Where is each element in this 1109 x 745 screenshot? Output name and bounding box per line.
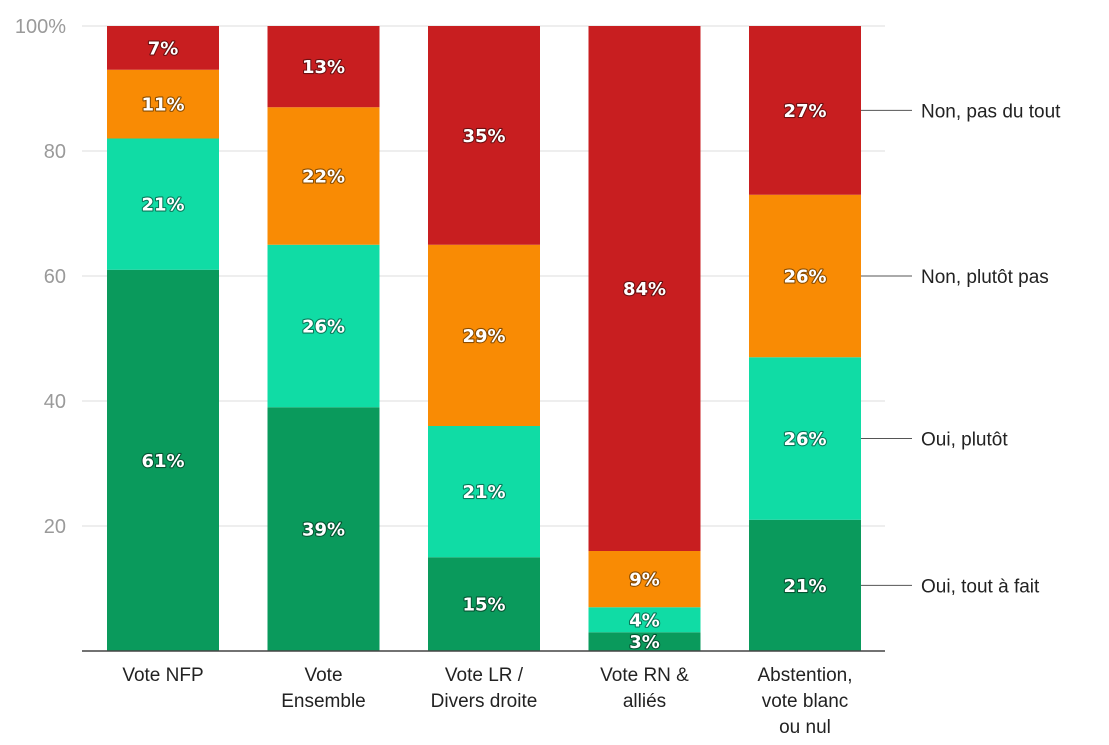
bar-segment [428,557,540,651]
bar-value-label: 26% [783,267,826,288]
bar-segment [428,426,540,558]
bar-value-label: 21% [462,482,505,503]
bar-segment [267,107,380,245]
x-category-label-line: Vote RN & [600,665,689,686]
bar-segment [749,26,861,195]
y-tick-label: 20 [44,516,66,538]
bar-value-label: 11% [141,95,184,116]
x-category-label-line: Abstention, [757,665,852,686]
bar-value-label: 84% [623,279,666,300]
bar-value-label: 61% [141,451,184,472]
bar-value-label: 4% [629,610,660,631]
bars: 61% 21% 11% 7% 39% 26% 22% 13% 15% 21% 29% 35% 3%4% 9… [107,26,861,654]
x-axis-categories: Vote NFP Vote Ensemble Vote LR / Divers droi… [122,665,852,738]
x-category-label-line: vote blanc [762,691,849,712]
legend-label: Oui, plutôt [921,430,1008,451]
y-tick-label: 60 [44,266,66,288]
bar-segment [428,244,540,426]
y-tick-label: 80 [44,141,66,163]
bar-value-label: 21% [783,576,826,597]
x-category-label-line: alliés [623,691,666,712]
bar-value-label: 35% [462,126,505,147]
bar-value-label: 9% [629,570,660,591]
x-category-label-line: Vote LR / [445,665,524,686]
bar-segment [267,26,380,108]
x-category-label-line: Divers droite [431,691,538,712]
bar-segment [749,519,861,651]
bar-segment [588,632,701,651]
bar-value-label: 3% [629,632,660,653]
x-category-label-line: Vote [304,665,342,686]
bar-segment [588,551,701,608]
bar-value-label: 15% [462,595,505,616]
x-category-label: Abstention, vote blanc ou nul [757,665,852,738]
bar-value-label: 26% [783,429,826,450]
y-tick-label: 40 [44,391,66,413]
legend-label: Oui, tout à fait [921,576,1040,597]
bar-value-label: 39% [302,520,345,541]
bar-segment [107,138,219,270]
bar-segment [107,26,219,70]
bar-value-label: 21% [141,195,184,216]
bar-segment [428,26,540,245]
y-tick-label: 100% [15,16,66,38]
bar-segment [588,26,701,551]
bar-segment [267,407,380,651]
bar-value-label: 13% [302,57,345,78]
bar-segment [107,269,219,651]
legend-label: Non, pas du tout [921,101,1061,122]
legend-label: Non, plutôt pas [921,267,1049,288]
bar-value-label: 29% [462,326,505,347]
bar-segment [749,357,861,520]
bar-value-label: 26% [302,317,345,338]
x-category-label: Vote LR / Divers droite [431,665,538,712]
x-category-label-line: ou nul [779,717,831,738]
y-axis-ticks: 20 40 60 80 100% [15,16,66,538]
bar-value-label: 22% [302,167,345,188]
x-category-label-line: Ensemble [281,691,366,712]
x-category-label: Vote RN & alliés [600,665,689,712]
x-category-label-line: Vote NFP [122,665,203,686]
bar-segment [267,244,380,408]
x-category-label: Vote Ensemble [281,665,366,712]
bar-value-label: 27% [783,101,826,122]
bar-segment [749,194,861,358]
bar-segment [107,69,219,139]
bar-value-label: 7% [148,38,179,59]
bar-segment [588,607,701,633]
legend: Oui, tout à fait Oui, plutôt Non, plutôt p… [861,101,1061,597]
x-category-label: Vote NFP [122,665,203,686]
